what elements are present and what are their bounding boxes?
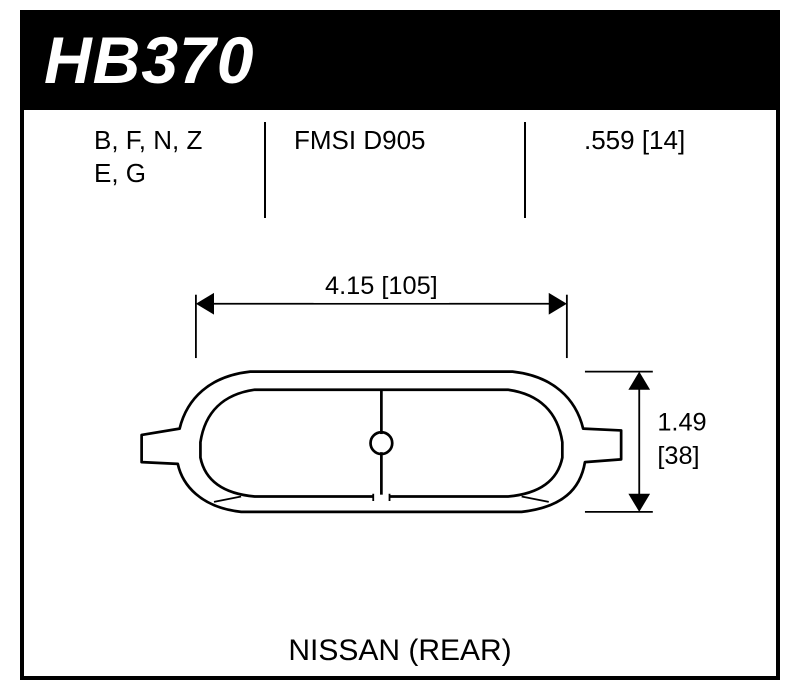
application-caption: NISSAN (REAR) [24,634,776,668]
spec-fmsi: FMSI D905 [294,124,426,157]
diagram-area: 4.15 [105] 1.49 [38] [24,254,776,676]
codes-line1: B, F, N, Z [94,124,202,157]
part-number: HB370 [44,22,756,98]
codes-line2: E, G [94,157,202,190]
svg-text:4.15 [105]: 4.15 [105] [325,272,438,300]
spec-compound-codes: B, F, N, Z E, G [94,124,202,189]
spec-row: B, F, N, Z E, G FMSI D905 .559 [14] [24,110,776,230]
drawing-frame: HB370 B, F, N, Z E, G FMSI D905 .559 [14… [20,10,780,680]
header-bar: HB370 [24,14,776,110]
spec-thickness: .559 [14] [584,124,685,157]
svg-text:[38]: [38] [657,442,699,470]
divider [264,122,266,218]
divider [524,122,526,218]
brake-pad-diagram: 4.15 [105] 1.49 [38] [24,254,784,634]
svg-text:1.49: 1.49 [657,408,706,436]
